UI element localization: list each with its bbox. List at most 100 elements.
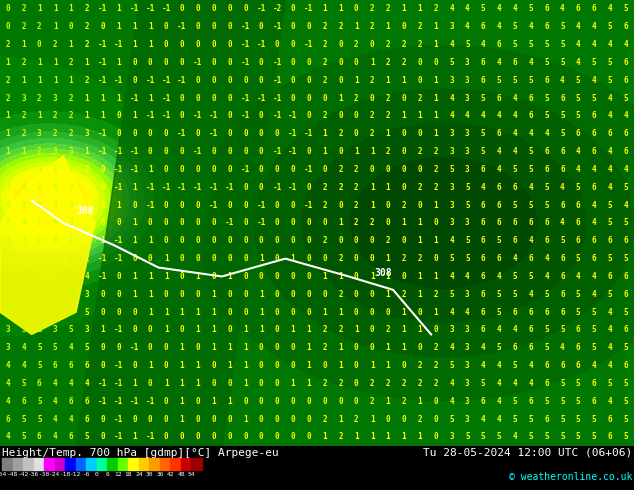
Text: 4: 4	[481, 415, 486, 424]
Text: 0: 0	[401, 165, 406, 174]
Text: 0: 0	[211, 147, 216, 156]
Text: 6: 6	[481, 254, 486, 263]
Text: -1: -1	[304, 200, 313, 210]
Text: 0: 0	[148, 58, 153, 67]
Text: -1: -1	[178, 22, 186, 31]
Text: 5: 5	[544, 397, 549, 406]
Text: 4: 4	[5, 272, 10, 281]
Text: 1: 1	[132, 111, 137, 121]
Text: 1: 1	[164, 272, 169, 281]
Text: 4: 4	[496, 58, 501, 67]
Text: 0: 0	[354, 58, 359, 67]
Text: 1: 1	[290, 325, 295, 335]
Bar	[2, 458, 13, 470]
Text: 4: 4	[560, 219, 565, 227]
Text: 0: 0	[179, 325, 184, 335]
Text: 4: 4	[496, 379, 501, 388]
Text: 4: 4	[607, 325, 612, 335]
Text: 6: 6	[623, 272, 628, 281]
Text: 4: 4	[576, 40, 581, 49]
Text: 4: 4	[512, 94, 517, 102]
Text: 0: 0	[227, 129, 232, 138]
Text: 0: 0	[243, 76, 248, 85]
Text: 0: 0	[211, 58, 216, 67]
Text: 1: 1	[433, 94, 438, 102]
Text: 0: 0	[275, 290, 280, 299]
Text: -1: -1	[162, 94, 171, 102]
Text: 0: 0	[259, 433, 264, 441]
Text: 5: 5	[623, 415, 628, 424]
Text: 0: 0	[306, 58, 311, 67]
Text: 5: 5	[560, 236, 565, 245]
Text: 1: 1	[116, 22, 121, 31]
Text: 1: 1	[37, 111, 42, 121]
Text: 4: 4	[465, 111, 470, 121]
Text: 0: 0	[354, 4, 359, 13]
Text: 0: 0	[354, 397, 359, 406]
Text: 0: 0	[259, 236, 264, 245]
Text: 24: 24	[135, 472, 143, 477]
Text: 5: 5	[528, 415, 533, 424]
Text: 0: 0	[259, 111, 264, 121]
Text: 0: 0	[354, 290, 359, 299]
Text: -36: -36	[28, 472, 39, 477]
Text: 6: 6	[481, 165, 486, 174]
Text: -1: -1	[130, 343, 139, 352]
Text: 0: 0	[354, 129, 359, 138]
Text: 5: 5	[560, 325, 565, 335]
Text: 2: 2	[84, 22, 89, 31]
Text: 1: 1	[21, 76, 26, 85]
Text: -1: -1	[114, 325, 123, 335]
Text: 4: 4	[607, 147, 612, 156]
Text: 4: 4	[576, 147, 581, 156]
Text: 0: 0	[370, 254, 375, 263]
Text: 0: 0	[164, 343, 169, 352]
Text: 1: 1	[417, 219, 422, 227]
Text: 2: 2	[5, 76, 10, 85]
Text: 5: 5	[623, 343, 628, 352]
Text: 2: 2	[401, 58, 406, 67]
Text: 0: 0	[227, 165, 232, 174]
Text: 5: 5	[544, 58, 549, 67]
Text: 2: 2	[84, 76, 89, 85]
Text: 4: 4	[607, 361, 612, 370]
Text: 4: 4	[449, 397, 454, 406]
Text: 0: 0	[132, 415, 137, 424]
Text: 6: 6	[592, 379, 597, 388]
Text: 4: 4	[592, 219, 597, 227]
Text: 1: 1	[148, 290, 153, 299]
Text: 1: 1	[385, 22, 391, 31]
Text: 1: 1	[322, 272, 327, 281]
Text: 1: 1	[179, 343, 184, 352]
Text: 4: 4	[21, 219, 26, 227]
Text: 6: 6	[592, 4, 597, 13]
Text: 3: 3	[53, 94, 58, 102]
Text: -1: -1	[304, 4, 313, 13]
Text: 1: 1	[385, 343, 391, 352]
Text: 5: 5	[37, 361, 42, 370]
Text: 0: 0	[148, 379, 153, 388]
Text: 4: 4	[68, 415, 74, 424]
Text: 4: 4	[607, 165, 612, 174]
Text: 5: 5	[576, 76, 581, 85]
Text: 1: 1	[148, 308, 153, 317]
Bar	[55, 458, 65, 470]
Text: 2: 2	[417, 94, 422, 102]
Text: 0: 0	[290, 308, 295, 317]
Text: 1: 1	[401, 308, 406, 317]
Text: 0: 0	[259, 379, 264, 388]
Text: 1: 1	[100, 94, 105, 102]
Text: 1: 1	[100, 325, 105, 335]
Text: 2: 2	[433, 290, 438, 299]
Text: 1: 1	[370, 183, 375, 192]
Text: 1: 1	[338, 272, 343, 281]
Bar	[44, 458, 55, 470]
Text: 3: 3	[465, 58, 470, 67]
Text: 5: 5	[481, 129, 486, 138]
Text: -2: -2	[273, 4, 281, 13]
Text: 0: 0	[370, 308, 375, 317]
Text: 0: 0	[100, 22, 105, 31]
Text: 6: 6	[481, 236, 486, 245]
Text: 2: 2	[53, 40, 58, 49]
Text: -1: -1	[146, 433, 155, 441]
